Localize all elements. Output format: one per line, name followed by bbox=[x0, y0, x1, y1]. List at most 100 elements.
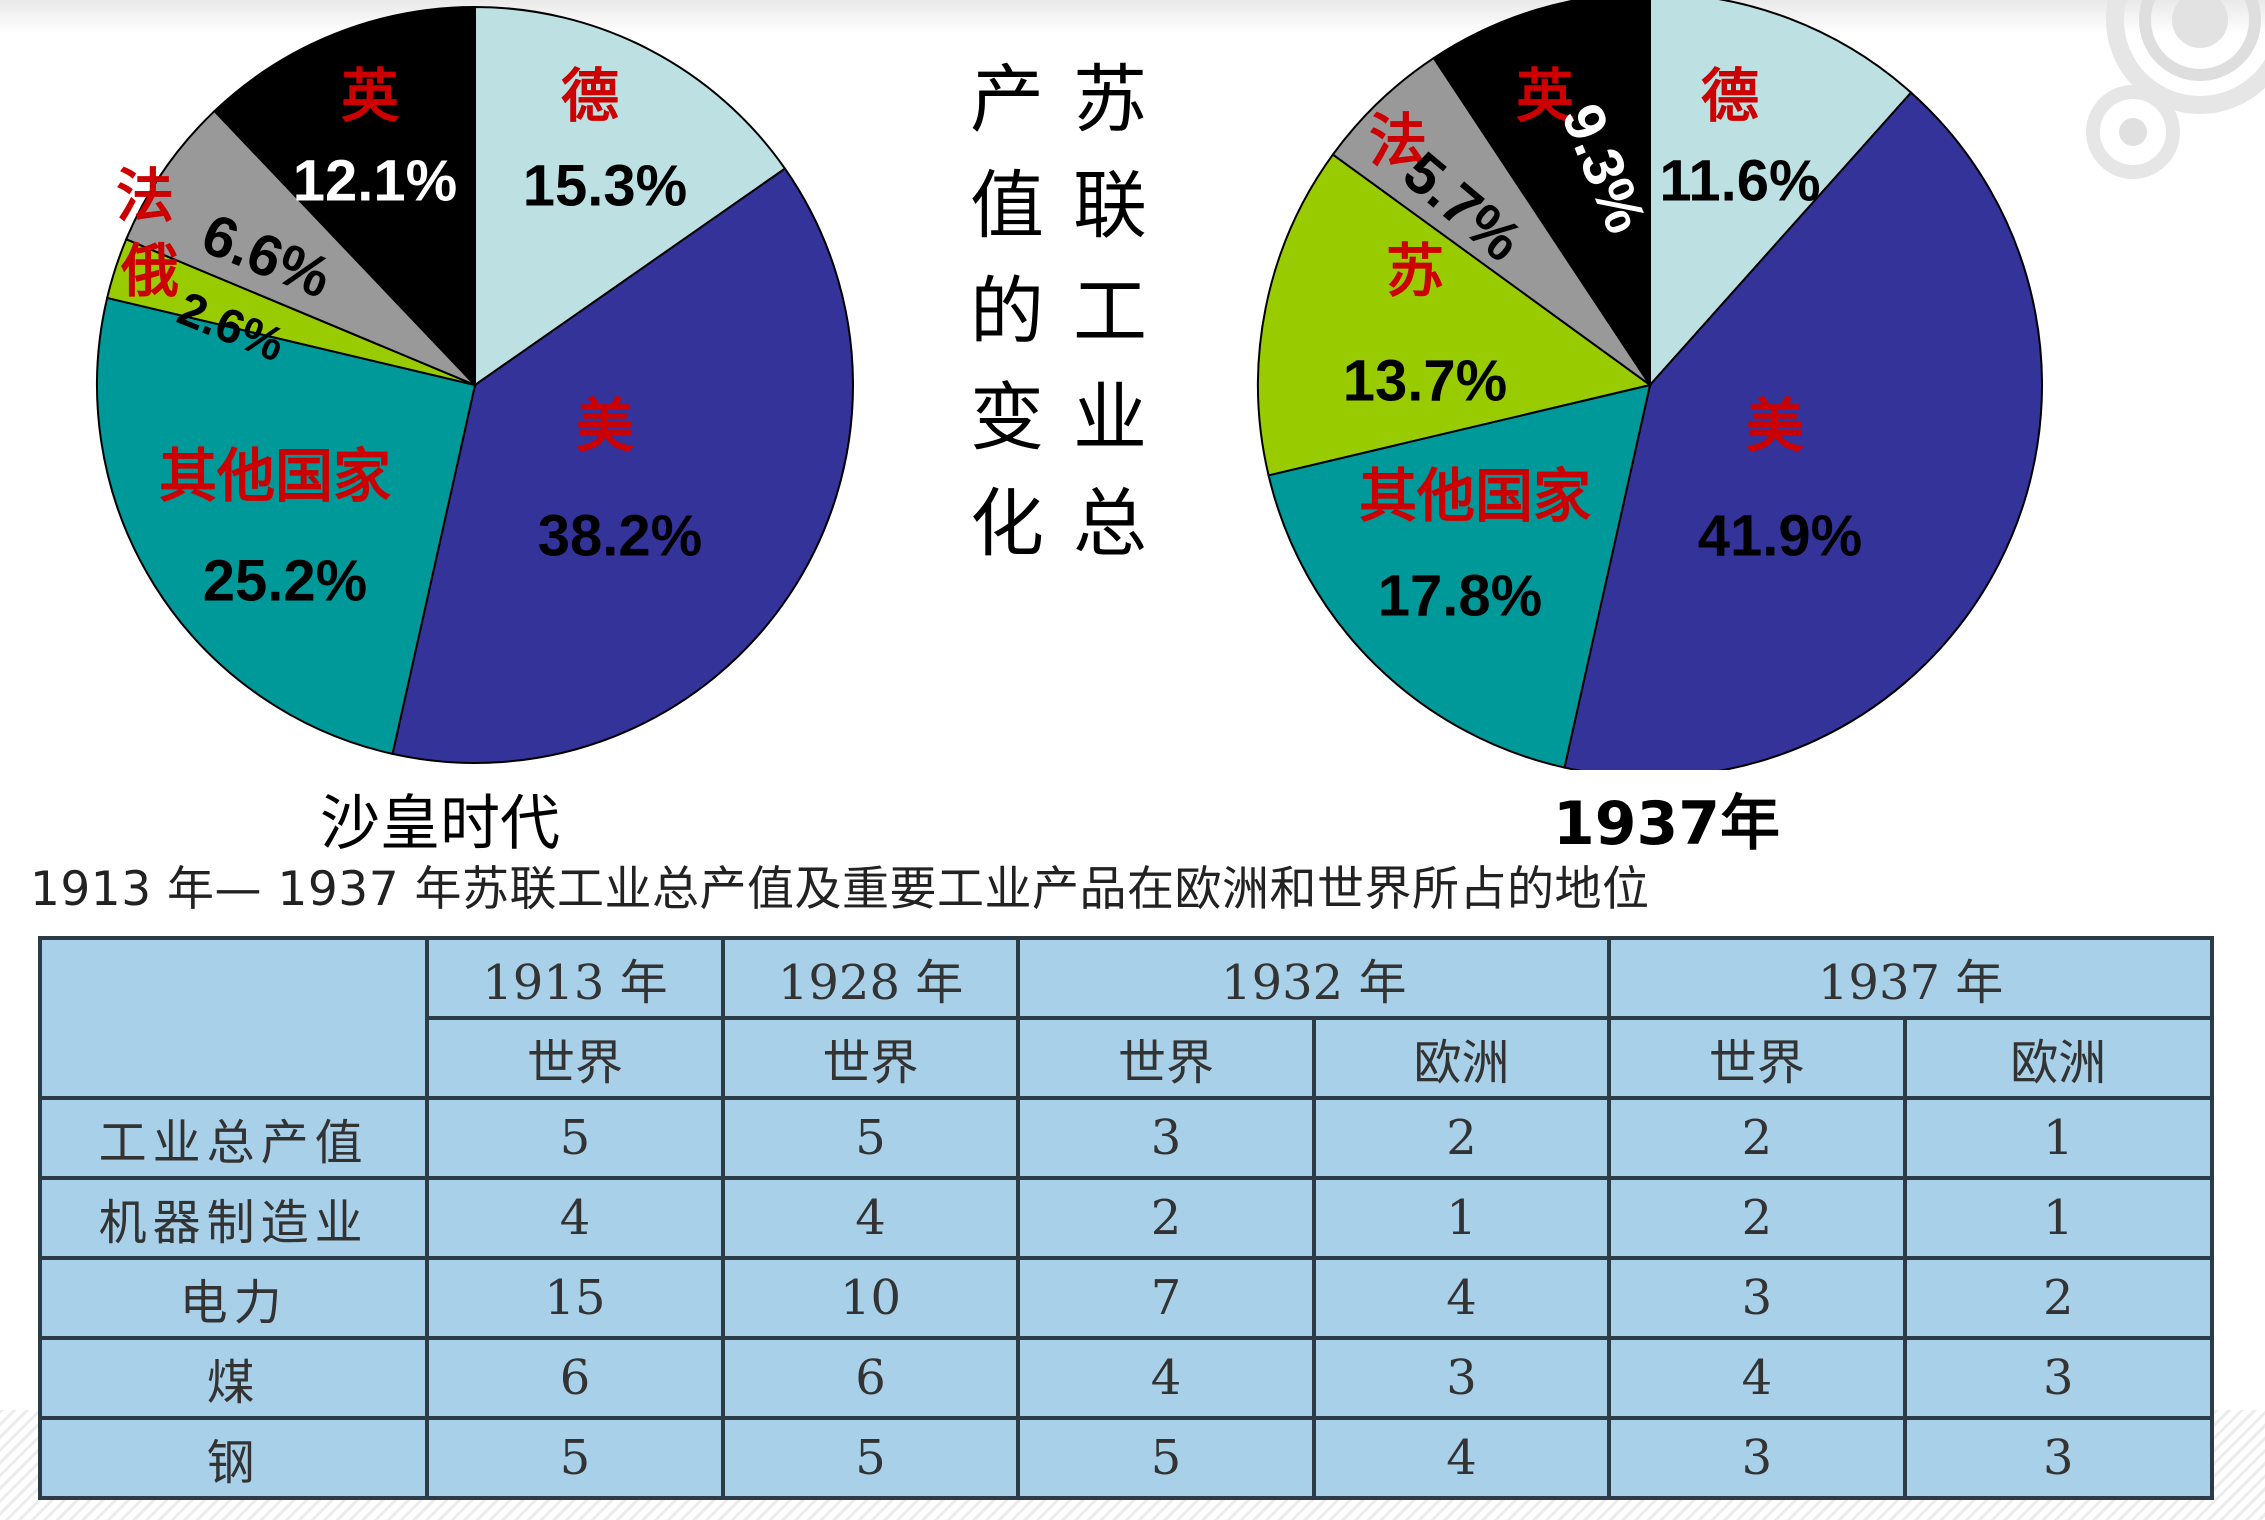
row-label: 工业总产值 bbox=[37, 1096, 430, 1180]
vertical-title-col2: 苏 联 工 业 总 bbox=[1073, 60, 1147, 564]
pie-slice-英 bbox=[1432, 0, 1651, 389]
slice-value-label: 41.9% bbox=[1698, 503, 1862, 568]
table-cell: 3 bbox=[1311, 1336, 1612, 1420]
table-cell: 4 bbox=[720, 1176, 1021, 1260]
slice-name-label: 英 bbox=[1516, 62, 1575, 130]
slice-value-label: 17.8% bbox=[1378, 563, 1542, 628]
vertical-title-col1: 产 值 的 变 化 bbox=[970, 60, 1044, 564]
table-cell: 1 bbox=[1311, 1176, 1612, 1260]
table-cell: 1 bbox=[1902, 1176, 2215, 1260]
row-label: 电力 bbox=[37, 1256, 430, 1340]
slice-name-label: 法 bbox=[116, 162, 174, 230]
slice-name-label: 其他国家 bbox=[1359, 462, 1591, 530]
data-table-wrapper: 1913 年 1928 年 1932 年 1937 年 世界 世界 世界 欧洲 … bbox=[37, 936, 2215, 1500]
table-cell: 10 bbox=[720, 1256, 1021, 1340]
slice-value-label: 11.6% bbox=[1659, 148, 1820, 213]
table-cell: 4 bbox=[1016, 1336, 1316, 1420]
table-cell: 6 bbox=[425, 1336, 725, 1420]
pie-slice-其他国家 bbox=[96, 296, 477, 756]
title-char: 总 bbox=[1073, 481, 1147, 567]
table-cell: 15 bbox=[425, 1256, 725, 1340]
table-row: 钢 5 5 5 4 3 3 bbox=[37, 1416, 2215, 1500]
slice-name-label: 俄 bbox=[120, 237, 179, 305]
pie-slice-德 bbox=[474, 5, 787, 387]
table-cell: 4 bbox=[1311, 1256, 1612, 1340]
table-cell: 2 bbox=[1902, 1256, 2215, 1340]
pie-caption-1937: 1937年 bbox=[1553, 789, 1780, 859]
table-row: 机器制造业 4 4 2 1 2 1 bbox=[37, 1176, 2215, 1260]
table-cell: 3 bbox=[1902, 1336, 2215, 1420]
pie-slice-德 bbox=[1649, 0, 1913, 388]
slice-name-label: 其他国家 bbox=[159, 442, 391, 510]
table-cell: 6 bbox=[720, 1336, 1021, 1420]
title-char: 业 bbox=[1073, 375, 1147, 461]
table-cell: 5 bbox=[425, 1416, 725, 1500]
slice-value-label: 38.2% bbox=[538, 503, 702, 568]
slice-name-label: 德 bbox=[1701, 62, 1759, 130]
slice-name-label: 美 bbox=[1746, 392, 1804, 460]
slice-value-label: 12.1% bbox=[293, 148, 457, 213]
table-title: 1913 年— 1937 年苏联工业总产值及重要工业产品在欧洲和世界所占的地位 bbox=[30, 862, 1650, 917]
slice-value-label: 15.3% bbox=[523, 153, 687, 218]
slice-value-label: 25.2% bbox=[203, 548, 367, 613]
table-cell: 7 bbox=[1016, 1256, 1316, 1340]
industry-rank-table: 1913 年 1928 年 1932 年 1937 年 世界 世界 世界 欧洲 … bbox=[37, 936, 2215, 1500]
pie-slice-美 bbox=[1563, 91, 2043, 770]
pie-slice-法 bbox=[124, 109, 476, 386]
title-char: 产 bbox=[970, 57, 1044, 143]
row-label: 煤 bbox=[37, 1336, 430, 1420]
year-header: 1932 年 bbox=[1016, 936, 1612, 1020]
table-cell: 2 bbox=[1311, 1096, 1612, 1180]
slice-name-label: 德 bbox=[561, 62, 619, 130]
table-cell: 5 bbox=[1016, 1416, 1316, 1500]
table-row: 工业总产值 5 5 3 2 2 1 bbox=[37, 1096, 2215, 1180]
slice-name-label: 苏 bbox=[1386, 237, 1444, 305]
scope-header: 欧洲 bbox=[1311, 1016, 1612, 1100]
table-cell: 5 bbox=[720, 1416, 1021, 1500]
row-label: 机器制造业 bbox=[37, 1176, 430, 1260]
year-header: 1937 年 bbox=[1607, 936, 2214, 1020]
slice-value-label: 13.7% bbox=[1343, 348, 1507, 413]
table-row: 电力 15 10 7 4 3 2 bbox=[37, 1256, 2215, 1340]
pie-slice-英 bbox=[213, 5, 476, 388]
pie-caption-tsarist: 沙皇时代 bbox=[320, 789, 560, 859]
table-cell: 2 bbox=[1607, 1176, 1907, 1260]
table-row: 煤 6 6 4 3 4 3 bbox=[37, 1336, 2215, 1420]
table-cell: 4 bbox=[1607, 1336, 1907, 1420]
scope-header: 世界 bbox=[720, 1016, 1021, 1100]
table-cell: 2 bbox=[1016, 1176, 1316, 1260]
pie-slice-法 bbox=[1331, 56, 1651, 386]
table-cell: 4 bbox=[425, 1176, 725, 1260]
title-char: 的 bbox=[970, 269, 1044, 355]
year-header: 1928 年 bbox=[720, 936, 1021, 1020]
table-cell: 4 bbox=[1311, 1416, 1612, 1500]
slice-name-label: 法 bbox=[1369, 107, 1427, 175]
scope-header: 世界 bbox=[425, 1016, 725, 1100]
table-cell: 5 bbox=[720, 1096, 1021, 1180]
year-header: 1913 年 bbox=[425, 936, 725, 1020]
title-char: 化 bbox=[970, 481, 1044, 567]
pie-slice-苏 bbox=[1257, 153, 1653, 477]
table-cell: 3 bbox=[1607, 1416, 1907, 1500]
pie-slice-其他国家 bbox=[1267, 383, 1652, 769]
title-char: 值 bbox=[970, 163, 1044, 249]
table-cell: 1 bbox=[1902, 1096, 2215, 1180]
scope-header: 世界 bbox=[1016, 1016, 1316, 1100]
slice-name-label: 英 bbox=[341, 62, 400, 130]
table-cell: 3 bbox=[1016, 1096, 1316, 1180]
table-cell: 5 bbox=[425, 1096, 725, 1180]
scope-header: 欧洲 bbox=[1902, 1016, 2215, 1100]
title-char: 苏 bbox=[1073, 57, 1147, 143]
pie-slice-美 bbox=[391, 167, 854, 764]
title-char: 联 bbox=[1073, 163, 1147, 249]
decorative-rings-icon bbox=[2086, 0, 2265, 179]
table-cell: 3 bbox=[1607, 1256, 1907, 1340]
title-char: 工 bbox=[1073, 269, 1147, 355]
title-char: 变 bbox=[970, 375, 1044, 461]
table-cell: 2 bbox=[1607, 1096, 1907, 1180]
table-cell: 3 bbox=[1902, 1416, 2215, 1500]
row-label: 钢 bbox=[37, 1416, 430, 1500]
corner-cell bbox=[37, 936, 430, 1100]
